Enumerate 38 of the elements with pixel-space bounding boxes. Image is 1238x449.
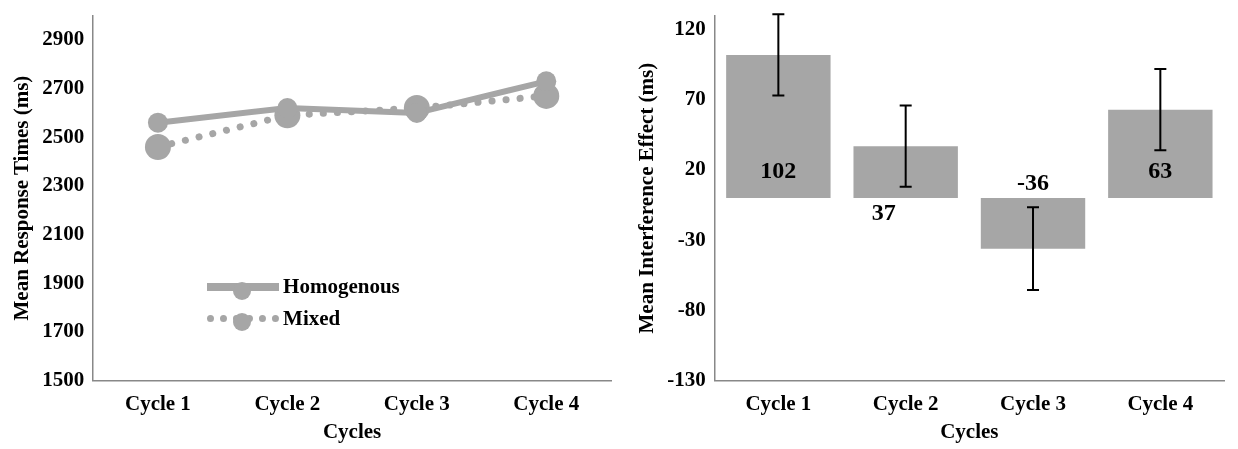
y-tick-label: -30: [677, 226, 706, 251]
data-label: -36: [1017, 169, 1050, 196]
x-tick-label: Cycle 2: [872, 390, 939, 415]
y-tick-label: 2300: [42, 172, 85, 197]
bar: [980, 198, 1086, 249]
x-tick-label: Cycle 4: [513, 390, 580, 415]
bar: [1108, 109, 1213, 199]
y-tick-label: 2700: [42, 75, 85, 100]
y-tick-label: 2900: [42, 26, 85, 51]
y-tick-label: 1700: [42, 318, 85, 343]
y-tick-label: 1500: [42, 367, 85, 392]
y-tick-label: 2500: [42, 123, 85, 148]
y-tick-label: -130: [667, 367, 706, 392]
point: [144, 134, 171, 160]
legend-label: Homogenous: [283, 274, 400, 300]
bar: [853, 146, 958, 199]
legend-label: Mixed: [283, 306, 341, 332]
y-axis-title: Mean Interference Effect (ms): [634, 62, 659, 334]
bar: [726, 54, 831, 199]
data-label: 63: [1148, 157, 1173, 184]
y-tick-label: 70: [684, 86, 706, 111]
y-tick-label: 2100: [42, 221, 85, 246]
x-axis-title: Cycles: [940, 418, 999, 443]
x-tick-label: Cycle 1: [124, 390, 191, 415]
point: [147, 112, 168, 133]
x-tick-label: Cycle 4: [1127, 390, 1194, 415]
y-tick-label: 20: [684, 156, 706, 181]
x-tick-label: Cycle 3: [1000, 390, 1066, 415]
data-label: 37: [871, 199, 896, 226]
data-label: 102: [760, 157, 797, 184]
x-tick-label: Cycle 1: [745, 390, 812, 415]
x-tick-label: Cycle 2: [254, 390, 321, 415]
y-tick-label: 1900: [42, 269, 85, 294]
y-tick-label: -80: [677, 296, 706, 321]
y-axis-title: Mean Response Times (ms): [9, 75, 34, 321]
x-tick-label: Cycle 3: [383, 390, 450, 415]
x-axis-title: Cycles: [322, 418, 382, 443]
y-tick-label: 120: [674, 16, 706, 41]
